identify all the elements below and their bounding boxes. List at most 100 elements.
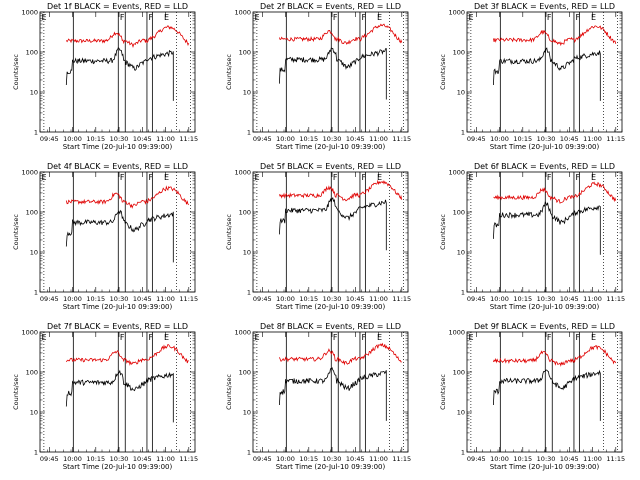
- series-lld: [65, 185, 190, 209]
- x-axis-label: Start Time (20-Jul-10 09:39:00): [276, 303, 386, 311]
- y-tick-label: 100: [26, 368, 38, 376]
- y-tick-label: 100: [453, 48, 465, 56]
- x-tick-label: 11:15: [392, 295, 411, 303]
- x-axis-label: Start Time (20-Jul-10 09:39:00): [276, 143, 386, 151]
- y-tick-label: 1: [247, 128, 251, 136]
- y-tick-label: 100: [26, 48, 38, 56]
- y-axis-label: Counts/sec: [12, 214, 20, 250]
- x-tick-label: 10:00: [63, 135, 82, 143]
- y-tick-label: 10: [243, 248, 251, 256]
- x-tick-label: 09:45: [253, 135, 272, 143]
- flag-label: F: [120, 173, 125, 182]
- panel-title: Det 7f BLACK = Events, RED = LLD: [47, 322, 188, 331]
- flag-label: E: [42, 13, 47, 22]
- x-tick-label: 11:15: [392, 455, 411, 463]
- series-events: [279, 367, 387, 421]
- x-tick-label: 09:45: [253, 455, 272, 463]
- y-tick-label: 1: [34, 128, 38, 136]
- x-tick-label: 10:45: [560, 295, 579, 303]
- x-tick-label: 10:00: [63, 455, 82, 463]
- x-tick-label: 11:15: [606, 455, 625, 463]
- flag-label: E: [164, 173, 169, 182]
- x-tick-label: 10:15: [299, 455, 318, 463]
- plot-frame: [466, 11, 623, 133]
- flag-label: F: [547, 13, 552, 22]
- x-tick-label: 10:00: [490, 455, 509, 463]
- x-tick-label: 11:15: [179, 295, 198, 303]
- flag-label: E: [591, 333, 596, 342]
- x-tick-label: 11:15: [179, 455, 198, 463]
- flag-label: F: [362, 13, 367, 22]
- x-axis-label: Start Time (20-Jul-10 09:39:00): [490, 463, 600, 471]
- x-tick-label: 09:45: [253, 295, 272, 303]
- plot-frame: [252, 171, 409, 293]
- x-tick-label: 09:45: [40, 295, 59, 303]
- series-events: [493, 369, 601, 421]
- panel-8: Det 8f BLACK = Events, RED = LLD 1 10 100 10…: [225, 322, 411, 471]
- x-tick-label: 11:15: [179, 135, 198, 143]
- flag-label: E: [377, 13, 382, 22]
- panel-9: Det 9f BLACK = Events, RED = LLD 1 10 100 10…: [439, 322, 625, 471]
- y-axis-label: Counts/sec: [225, 54, 233, 90]
- x-tick-label: 10:45: [560, 135, 579, 143]
- x-tick-label: 10:00: [490, 135, 509, 143]
- y-tick-label: 10: [243, 408, 251, 416]
- plot-frame: [466, 171, 623, 293]
- y-tick-label: 100: [26, 208, 38, 216]
- x-tick-label: 10:00: [63, 295, 82, 303]
- flag-label: F: [576, 173, 581, 182]
- y-tick-label: 10: [457, 248, 465, 256]
- flag-label: E: [469, 333, 474, 342]
- series-events: [65, 369, 174, 423]
- flag-label: F: [333, 173, 338, 182]
- flag-label: E: [255, 13, 260, 22]
- x-tick-label: 11:15: [606, 135, 625, 143]
- y-tick-label: 10: [30, 88, 38, 96]
- flag-label: E: [377, 333, 382, 342]
- x-tick-label: 09:45: [40, 135, 59, 143]
- y-tick-label: 100: [239, 48, 251, 56]
- x-tick-label: 10:30: [110, 295, 129, 303]
- x-tick-label: 10:15: [86, 295, 105, 303]
- flag-label: E: [591, 13, 596, 22]
- x-tick-label: 10:30: [323, 135, 342, 143]
- series-events: [65, 209, 174, 263]
- x-tick-label: 10:00: [276, 455, 295, 463]
- x-tick-label: 11:00: [583, 135, 602, 143]
- y-tick-label: 10: [30, 248, 38, 256]
- flag-label: F: [547, 173, 552, 182]
- x-tick-label: 10:00: [490, 295, 509, 303]
- x-tick-label: 10:15: [86, 135, 105, 143]
- panel-7: Det 7f BLACK = Events, RED = LLD 1 10 100 10…: [12, 322, 198, 471]
- panel-title: Det 3f BLACK = Events, RED = LLD: [474, 2, 615, 11]
- x-tick-label: 10:15: [513, 295, 532, 303]
- y-tick-label: 1000: [234, 8, 251, 16]
- y-axis-label: Counts/sec: [12, 54, 20, 90]
- x-tick-label: 09:45: [467, 295, 486, 303]
- series-lld: [65, 25, 190, 49]
- flag-label: F: [333, 333, 338, 342]
- flag-label: F: [333, 13, 338, 22]
- flag-label: E: [164, 333, 169, 342]
- x-tick-label: 11:00: [156, 295, 175, 303]
- y-tick-label: 1000: [21, 168, 38, 176]
- x-tick-label: 10:45: [346, 135, 365, 143]
- x-tick-label: 10:15: [513, 135, 532, 143]
- panel-title: Det 1f BLACK = Events, RED = LLD: [47, 2, 188, 11]
- panel-3: Det 3f BLACK = Events, RED = LLD 1 10 100 10…: [439, 2, 625, 151]
- series-events: [493, 200, 601, 255]
- series-lld: [279, 23, 403, 45]
- plot-frame: [39, 171, 196, 293]
- y-axis-label: Counts/sec: [12, 374, 20, 410]
- x-tick-label: 10:30: [110, 135, 129, 143]
- series-events: [65, 47, 174, 101]
- y-axis-label: Counts/sec: [439, 374, 447, 410]
- x-tick-label: 10:15: [299, 135, 318, 143]
- y-tick-label: 100: [453, 368, 465, 376]
- y-tick-label: 1000: [234, 328, 251, 336]
- y-tick-label: 100: [239, 368, 251, 376]
- flag-label: F: [149, 173, 154, 182]
- x-tick-label: 11:15: [392, 135, 411, 143]
- y-tick-label: 100: [453, 208, 465, 216]
- x-tick-label: 10:15: [86, 455, 105, 463]
